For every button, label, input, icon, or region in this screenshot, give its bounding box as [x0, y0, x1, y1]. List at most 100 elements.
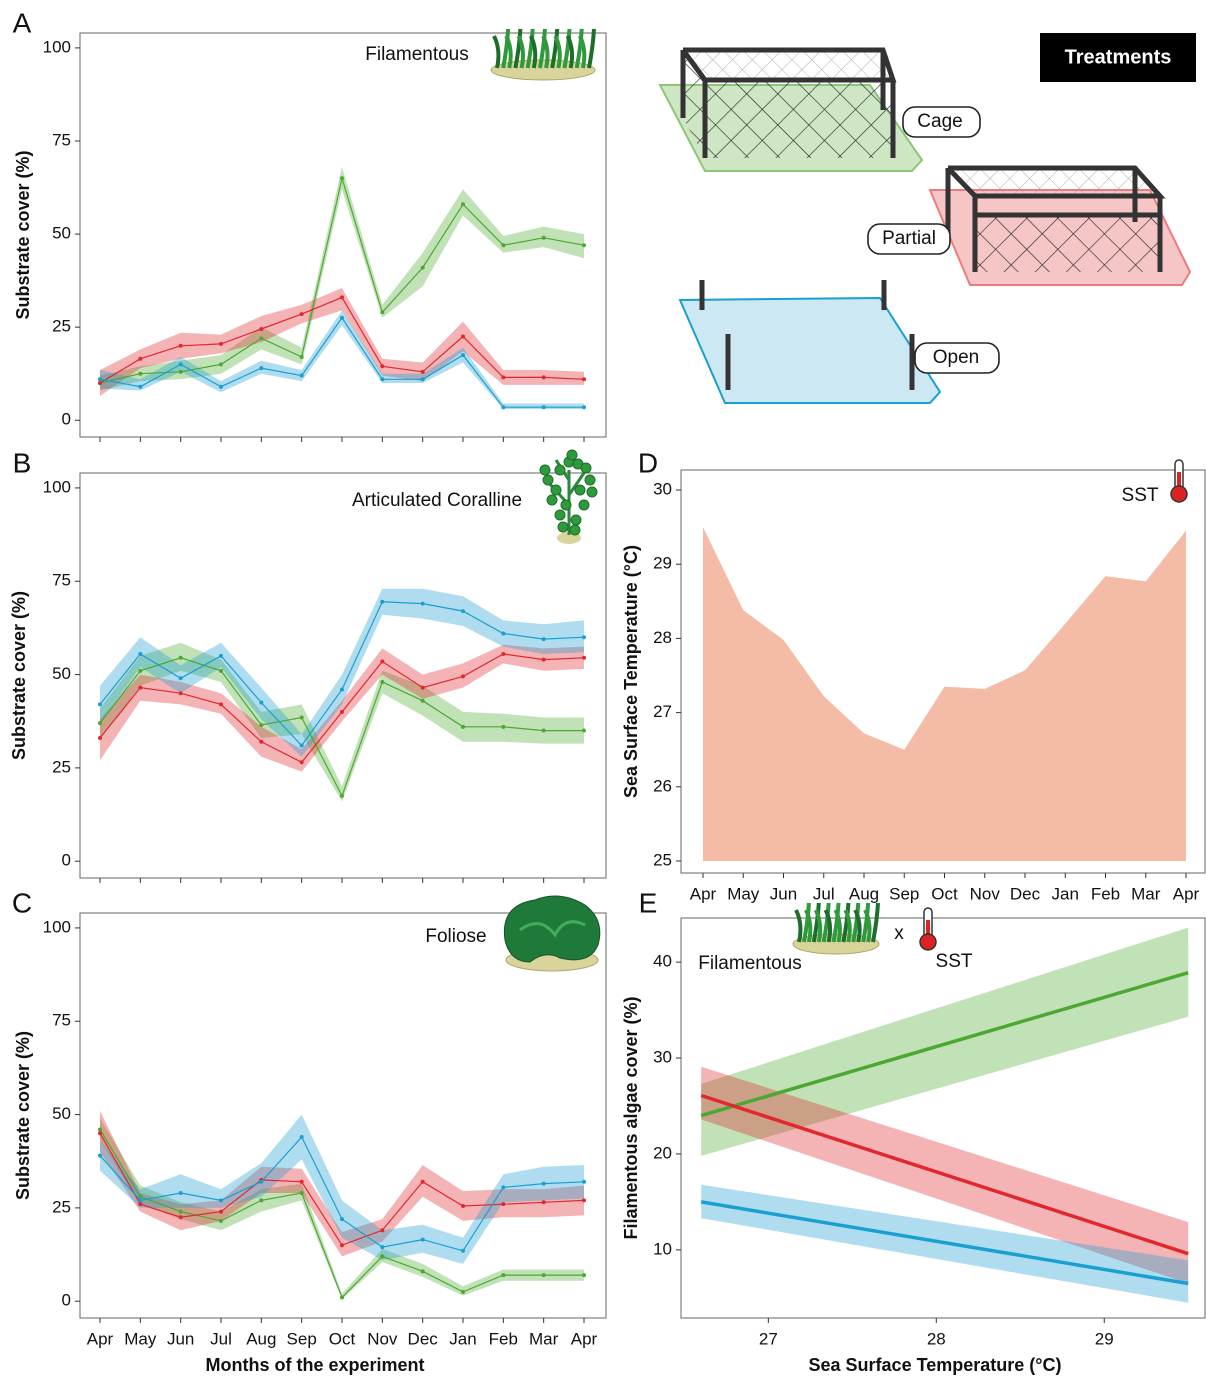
- data-point: [380, 1228, 384, 1232]
- cage-top: [683, 50, 893, 80]
- data-point: [340, 176, 344, 180]
- data-point: [98, 1131, 102, 1135]
- y-tick-label: 10: [653, 1239, 672, 1258]
- icon-coralline: [540, 450, 597, 544]
- data-point: [461, 334, 465, 338]
- data-point: [98, 702, 102, 706]
- data-point: [461, 725, 465, 729]
- data-point: [501, 652, 505, 656]
- annotation: Filamentous: [698, 953, 802, 974]
- legend-title: Treatments: [1065, 46, 1172, 68]
- x-axis-label: Months of the experiment: [205, 1355, 424, 1375]
- y-tick-label: 0: [62, 410, 71, 429]
- data-point: [219, 654, 223, 658]
- icon-bead: [558, 522, 568, 532]
- x-tick-label: Jan: [449, 1329, 476, 1348]
- y-tick-label: 30: [653, 1048, 672, 1067]
- panel-title: Foliose: [425, 926, 486, 947]
- panel-letter: B: [13, 447, 32, 478]
- data-point: [300, 715, 304, 719]
- data-point: [461, 609, 465, 613]
- x-tick-label: Nov: [970, 884, 1001, 903]
- icon-bead: [570, 525, 580, 535]
- panel-letter: E: [639, 887, 658, 918]
- data-point: [542, 1200, 546, 1204]
- data-point: [340, 794, 344, 798]
- icon-blade: [577, 29, 582, 68]
- data-point: [259, 336, 263, 340]
- data-point: [300, 374, 304, 378]
- data-point: [259, 366, 263, 370]
- icon-filamentous: [793, 903, 879, 954]
- x-tick-label: Apr: [87, 1329, 114, 1348]
- data-point: [219, 362, 223, 366]
- x-tick-label: Sep: [889, 884, 919, 903]
- x-tick-label: Mar: [1131, 884, 1161, 903]
- series-line: [701, 973, 1188, 1116]
- data-point: [259, 1198, 263, 1202]
- data-point: [138, 669, 142, 673]
- partial-front: [975, 215, 1160, 272]
- data-point: [138, 1198, 142, 1202]
- icon-bead: [551, 485, 561, 495]
- x-tick-label: Mar: [529, 1329, 559, 1348]
- icon-blade: [503, 29, 508, 68]
- data-point: [461, 1204, 465, 1208]
- data-point: [259, 723, 263, 727]
- figure: Treatments Cage Partial Open 0255075100A…: [0, 0, 1206, 1381]
- data-point: [300, 355, 304, 359]
- data-point: [461, 674, 465, 678]
- data-point: [421, 1180, 425, 1184]
- data-point: [582, 729, 586, 733]
- icon-bead: [581, 463, 591, 473]
- plot-frame: [80, 913, 606, 1318]
- data-point: [421, 686, 425, 690]
- icon-foliose: [504, 896, 599, 971]
- y-tick-label: 25: [52, 317, 71, 336]
- icon-bead: [540, 465, 550, 475]
- data-point: [421, 699, 425, 703]
- data-point: [98, 377, 102, 381]
- data-point: [582, 656, 586, 660]
- x-tick-label: Aug: [849, 884, 879, 903]
- legend-label: Cage: [917, 111, 962, 132]
- y-tick-label: 100: [43, 37, 71, 56]
- icon-blade: [796, 910, 800, 942]
- icon-bead: [543, 475, 553, 485]
- y-tick-label: 28: [653, 628, 672, 647]
- data-point: [179, 362, 183, 366]
- x-tick-label: Apr: [690, 884, 717, 903]
- x-tick-label: Feb: [489, 1329, 518, 1348]
- data-point: [300, 743, 304, 747]
- x-tick-label: May: [124, 1329, 157, 1348]
- x-tick-label: Oct: [931, 884, 958, 903]
- data-point: [380, 364, 384, 368]
- x-tick-label: 27: [759, 1329, 778, 1348]
- data-point: [582, 405, 586, 409]
- data-point: [542, 658, 546, 662]
- x-tick-label: Feb: [1091, 884, 1120, 903]
- annotation: x: [894, 923, 904, 944]
- icon-bead: [555, 465, 565, 475]
- partial-top: [948, 168, 1160, 196]
- data-point: [259, 327, 263, 331]
- data-point: [340, 1295, 344, 1299]
- x-axis-label: Sea Surface Temperature (°C): [809, 1355, 1062, 1375]
- data-point: [98, 721, 102, 725]
- y-tick-label: 20: [653, 1143, 672, 1162]
- data-point: [259, 1180, 263, 1184]
- data-point: [501, 632, 505, 636]
- x-tick-label: Sep: [287, 1329, 317, 1348]
- data-point: [542, 1273, 546, 1277]
- y-tick-label: 50: [52, 1104, 71, 1123]
- icon-bead: [571, 515, 581, 525]
- data-point: [300, 312, 304, 316]
- icon-bead: [547, 495, 557, 505]
- y-tick-label: 0: [62, 851, 71, 870]
- data-point: [219, 1198, 223, 1202]
- data-point: [340, 295, 344, 299]
- y-axis-label: Substrate cover (%): [13, 150, 33, 319]
- panel-letter: A: [13, 7, 32, 38]
- annotation: SST: [936, 951, 973, 972]
- data-point: [179, 370, 183, 374]
